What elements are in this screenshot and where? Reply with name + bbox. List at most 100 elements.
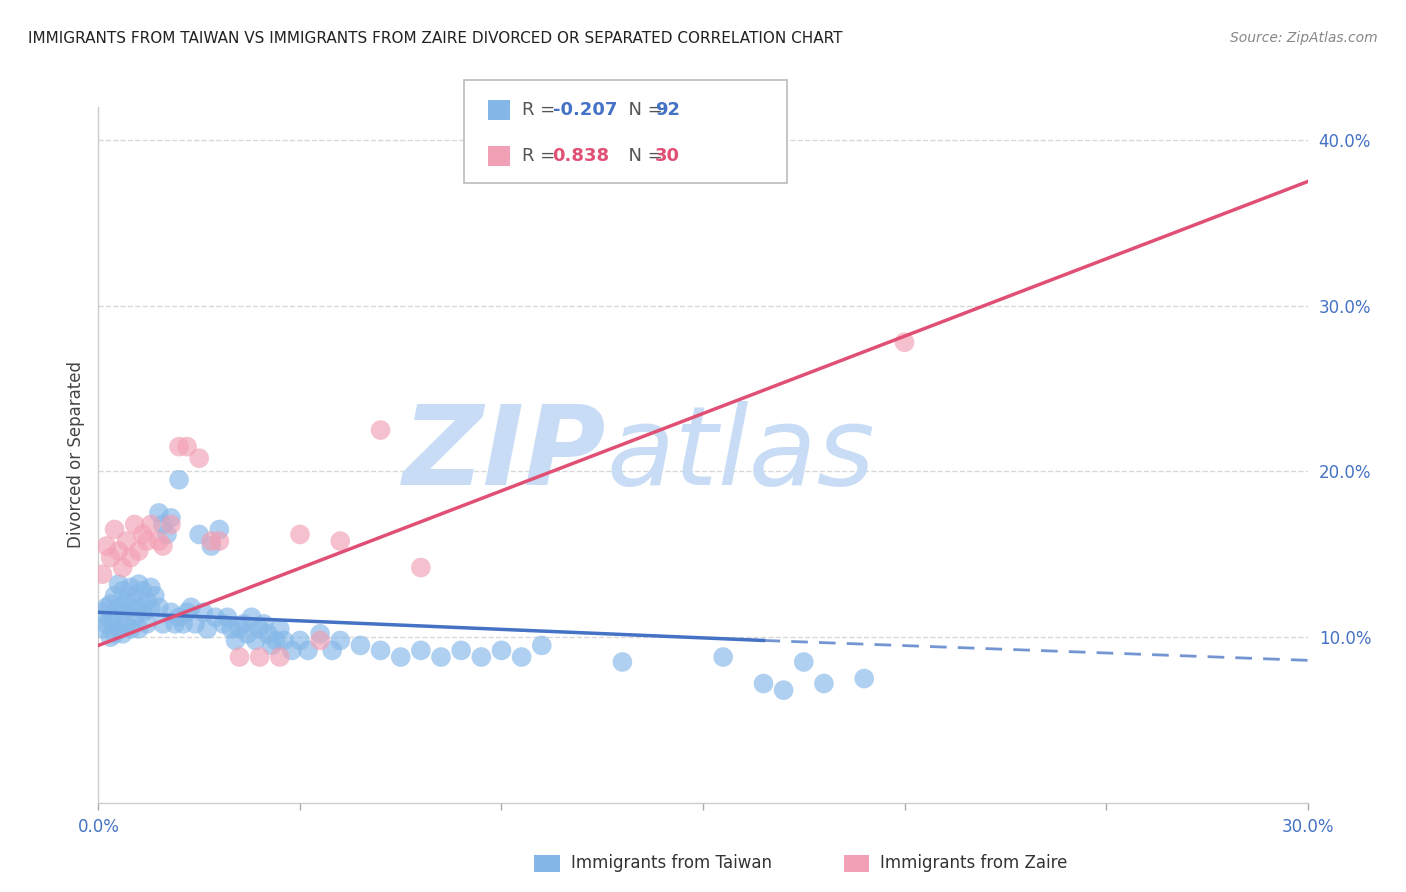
Point [132, 605, 155, 619]
Point [260, 639, 283, 653]
Point [111, 627, 134, 641]
Text: atlas: atlas [606, 401, 875, 508]
Point [124, 610, 146, 624]
Point [163, 616, 186, 631]
Point [148, 534, 170, 549]
Point [188, 451, 211, 466]
Point [143, 589, 166, 603]
Point [115, 534, 138, 549]
Point [160, 517, 183, 532]
Point [264, 633, 287, 648]
Text: 30: 30 [655, 147, 681, 165]
Point [245, 633, 267, 648]
Point [96, 539, 118, 553]
Point [120, 622, 142, 636]
Text: IMMIGRANTS FROM TAIWAN VS IMMIGRANTS FROM ZAIRE DIVORCED OR SEPARATED CORRELATIO: IMMIGRANTS FROM TAIWAN VS IMMIGRANTS FRO… [28, 31, 842, 46]
Point [329, 534, 352, 549]
Point [281, 643, 304, 657]
Point [510, 650, 533, 665]
Point [180, 600, 202, 615]
Point [120, 581, 142, 595]
Point [120, 600, 142, 615]
Point [470, 650, 492, 665]
Point [793, 655, 815, 669]
Text: Source: ZipAtlas.com: Source: ZipAtlas.com [1230, 31, 1378, 45]
Point [349, 639, 371, 653]
Point [224, 633, 246, 648]
Point [273, 633, 295, 648]
Point [208, 523, 231, 537]
Point [107, 544, 129, 558]
Point [139, 602, 162, 616]
Text: ZIP: ZIP [402, 401, 606, 508]
Point [217, 610, 239, 624]
Point [160, 605, 183, 619]
Point [135, 616, 157, 631]
Point [96, 600, 118, 615]
Point [195, 622, 218, 636]
Point [115, 616, 138, 631]
Point [249, 650, 271, 665]
Point [148, 506, 170, 520]
Point [329, 633, 352, 648]
Point [100, 630, 122, 644]
Point [103, 523, 125, 537]
Point [200, 539, 222, 553]
Text: N =: N = [617, 147, 669, 165]
Point [91, 605, 114, 619]
Point [240, 610, 263, 624]
Point [228, 650, 250, 665]
Point [156, 527, 179, 541]
Point [409, 560, 432, 574]
Text: 92: 92 [655, 101, 681, 119]
Point [236, 627, 259, 641]
Point [132, 527, 155, 541]
Point [124, 517, 146, 532]
Point [91, 622, 114, 636]
Point [103, 589, 125, 603]
Point [309, 633, 332, 648]
Point [288, 633, 311, 648]
Point [167, 610, 190, 624]
Point [752, 676, 775, 690]
Point [128, 622, 150, 636]
Point [228, 622, 250, 636]
Point [139, 581, 162, 595]
Point [128, 577, 150, 591]
Point [135, 593, 157, 607]
Point [249, 622, 271, 636]
Point [813, 676, 835, 690]
Point [853, 672, 876, 686]
Point [208, 534, 231, 549]
Point [96, 616, 118, 631]
Point [139, 517, 162, 532]
Point [111, 583, 134, 598]
Point [221, 622, 243, 636]
Point [200, 534, 222, 549]
Point [91, 567, 114, 582]
Point [100, 614, 122, 628]
Point [269, 650, 291, 665]
Point [120, 550, 142, 565]
Text: 0.838: 0.838 [553, 147, 610, 165]
Point [711, 650, 734, 665]
Point [167, 473, 190, 487]
Point [103, 627, 125, 641]
Point [184, 616, 207, 631]
Point [256, 627, 278, 641]
Point [111, 560, 134, 574]
Text: Immigrants from Taiwan: Immigrants from Taiwan [571, 855, 772, 872]
Point [100, 597, 122, 611]
Point [232, 616, 254, 631]
Point [176, 440, 198, 454]
Point [288, 527, 311, 541]
Point [148, 600, 170, 615]
Point [269, 622, 291, 636]
Point [409, 643, 432, 657]
Point [188, 527, 211, 541]
Point [212, 616, 235, 631]
Point [430, 650, 453, 665]
Point [100, 550, 122, 565]
Point [389, 650, 412, 665]
Point [772, 683, 794, 698]
